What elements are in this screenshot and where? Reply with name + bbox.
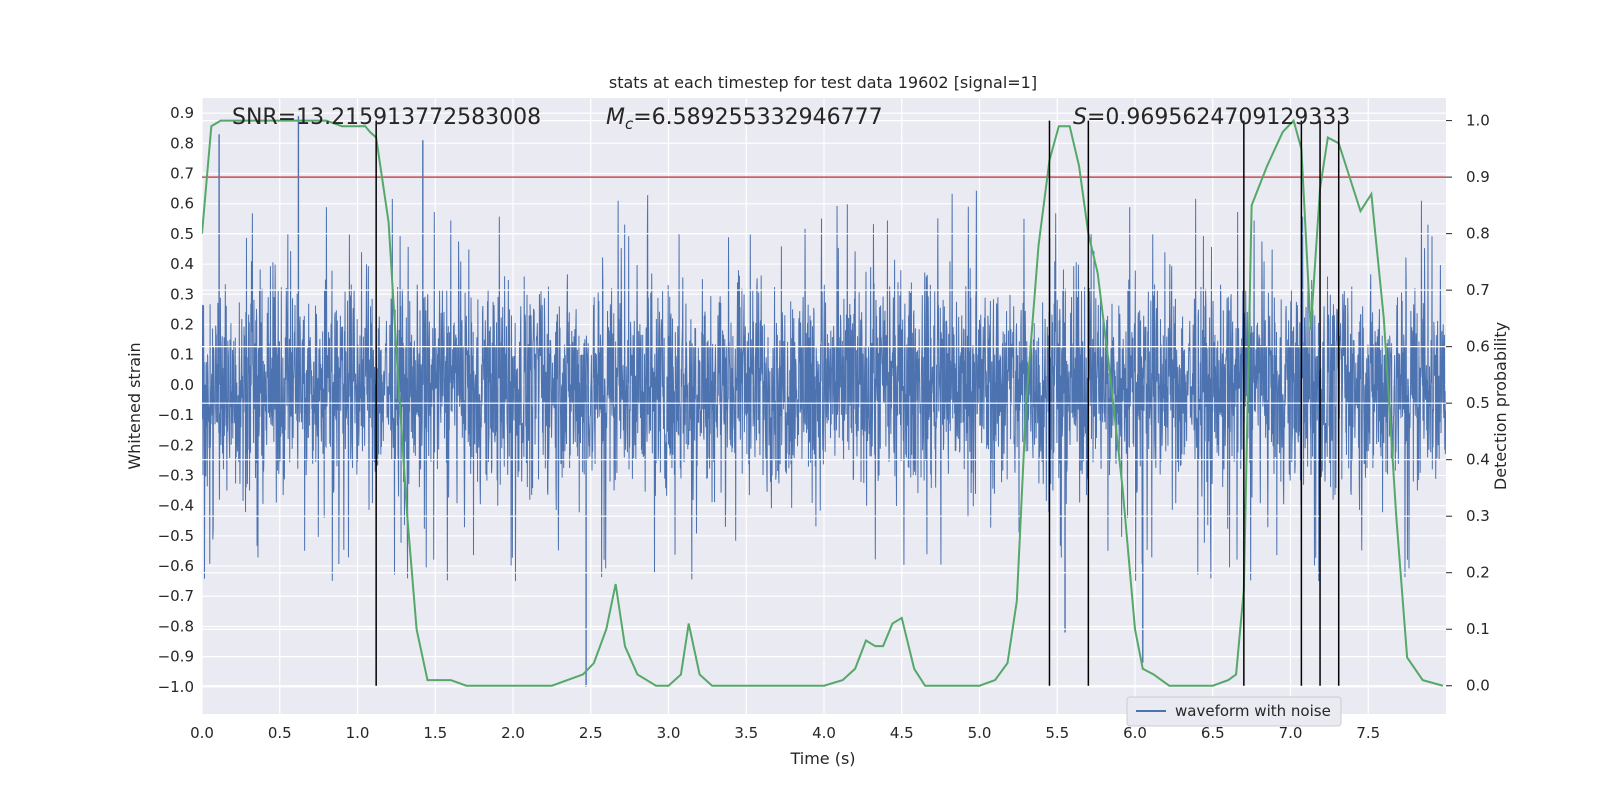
- y-left-tick-label: 0.4: [170, 255, 194, 273]
- y-right-tick-label: 1.0: [1466, 112, 1490, 130]
- y-right-tick-labels: 1.0 0.9 0.8 0.7 0.6 0.5 0.4 0.3 0.2 0.1 0.0: [1446, 112, 1490, 695]
- x-tick-label: 0.5: [268, 724, 292, 742]
- chart-title: stats at each timestep for test data 196…: [609, 73, 1037, 92]
- y-right-tick-label: 0.6: [1466, 338, 1490, 356]
- y-right-tick-label: 0.4: [1466, 451, 1490, 469]
- y-left-tick-label: −0.4: [158, 497, 194, 515]
- x-tick-label: 1.0: [346, 724, 370, 742]
- x-tick-label: 6.5: [1201, 724, 1225, 742]
- y-left-tick-label: −0.5: [158, 527, 194, 545]
- y-left-tick-label: −1.0: [158, 678, 194, 696]
- y-left-tick-label: 0.6: [170, 195, 194, 213]
- y-right-tick-label: 0.0: [1466, 677, 1490, 695]
- y-right-tick-label: 0.7: [1466, 281, 1490, 299]
- y-left-tick-label: −0.7: [158, 587, 194, 605]
- y-right-tick-label: 0.5: [1466, 394, 1490, 412]
- x-tick-label: 7.5: [1356, 724, 1380, 742]
- significance-symbol: S: [1073, 105, 1087, 130]
- waveform-with-noise-series: [202, 116, 1446, 687]
- y-left-tick-label: −0.3: [158, 466, 194, 484]
- y-left-tick-label: 0.1: [170, 346, 194, 364]
- y-right-tick-label: 0.1: [1466, 620, 1490, 638]
- x-tick-label: 4.0: [812, 724, 836, 742]
- x-tick-label: 4.5: [890, 724, 914, 742]
- y-left-tick-label: 0.7: [170, 164, 194, 182]
- x-tick-label: 3.0: [657, 724, 681, 742]
- legend-box: [1126, 696, 1342, 727]
- x-tick-label: 5.5: [1045, 724, 1069, 742]
- waveform-trace: [202, 190, 1446, 581]
- y-left-tick-label: 0.5: [170, 225, 194, 243]
- chirp-mass-subscript: c: [625, 115, 634, 133]
- y-left-tick-label: 0.3: [170, 285, 194, 303]
- chirp-mass-value: =6.589255332946777: [633, 105, 882, 130]
- y-left-tick-label: 0.0: [170, 376, 194, 394]
- y-left-tick-label: −0.2: [158, 436, 194, 454]
- legend: waveform with noise: [1126, 696, 1342, 727]
- y-left-tick-label: 0.2: [170, 315, 194, 333]
- x-axis-label: Time (s): [789, 749, 855, 768]
- x-tick-label: 2.5: [579, 724, 603, 742]
- x-tick-label: 6.0: [1123, 724, 1147, 742]
- significance-annotation: S=0.9695624709129333: [1073, 105, 1350, 130]
- y-left-tick-label: −0.8: [158, 617, 194, 635]
- significance-value: =0.9695624709129333: [1087, 105, 1350, 130]
- y-axis-label-right: Detection probability: [1491, 322, 1510, 490]
- y-axis-label-left: Whitened strain: [125, 342, 144, 469]
- x-tick-label: 5.0: [968, 724, 992, 742]
- x-tick-labels: 0.0 0.5 1.0 1.5 2.0 2.5 3.0 3.5 4.0 4.5 5.0 5.5 6.0 6…: [190, 724, 1380, 742]
- y-left-tick-label: 0.8: [170, 134, 194, 152]
- snr-annotation: SNR=13.215913772583008: [232, 105, 541, 130]
- x-tick-label: 2.0: [501, 724, 525, 742]
- y-right-tick-label: 0.8: [1466, 225, 1490, 243]
- chirp-mass-annotation: Mc=6.589255332946777: [606, 105, 883, 133]
- y-left-tick-label: −0.1: [158, 406, 194, 424]
- y-left-tick-label: −0.9: [158, 648, 194, 666]
- chirp-mass-symbol: M: [606, 105, 625, 130]
- y-left-tick-label: 0.9: [170, 104, 194, 122]
- detection-probability-line: [202, 118, 1444, 687]
- legend-label-waveform: waveform with noise: [1175, 702, 1331, 720]
- x-tick-label: 3.5: [734, 724, 758, 742]
- x-tick-label: 7.0: [1279, 724, 1303, 742]
- x-tick-label: 0.0: [190, 724, 214, 742]
- detection-vlines: [375, 120, 1340, 686]
- y-left-tick-label: −0.6: [158, 557, 194, 575]
- y-right-tick-label: 0.3: [1466, 507, 1490, 525]
- x-tick-label: 1.5: [423, 724, 447, 742]
- y-left-tick-labels: 0.9 0.8 0.7 0.6 0.5 0.4 0.3 0.2 0.1 0.0 −0.1 −0.2 −0…: [158, 104, 194, 696]
- y-right-tick-label: 0.9: [1466, 168, 1490, 186]
- y-right-tick-label: 0.2: [1466, 564, 1490, 582]
